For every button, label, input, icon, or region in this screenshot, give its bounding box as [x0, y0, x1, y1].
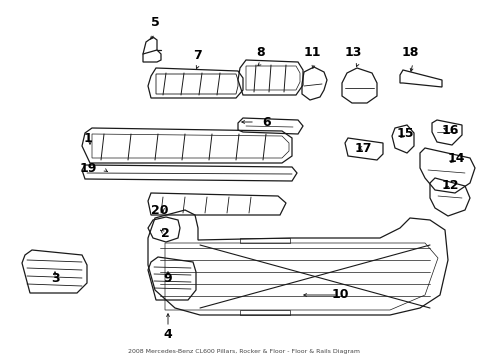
Text: 16: 16 — [440, 123, 458, 136]
Text: 12: 12 — [440, 179, 458, 192]
Text: 17: 17 — [353, 141, 371, 154]
Text: 2: 2 — [160, 226, 169, 239]
Text: 1: 1 — [83, 131, 92, 144]
Text: 15: 15 — [395, 126, 413, 140]
Text: 19: 19 — [79, 162, 97, 175]
Text: 14: 14 — [447, 152, 464, 165]
Text: 10: 10 — [330, 288, 348, 302]
Text: 9: 9 — [163, 271, 172, 284]
Text: 11: 11 — [303, 45, 320, 59]
Text: 2008 Mercedes-Benz CL600 Pillars, Rocker & Floor - Floor & Rails Diagram: 2008 Mercedes-Benz CL600 Pillars, Rocker… — [128, 350, 360, 355]
Text: 20: 20 — [151, 203, 168, 216]
Text: 4: 4 — [163, 328, 172, 342]
Text: 7: 7 — [193, 49, 202, 62]
Text: 8: 8 — [256, 45, 265, 59]
Text: 5: 5 — [150, 15, 159, 28]
Text: 18: 18 — [401, 45, 418, 59]
Text: 6: 6 — [262, 116, 271, 129]
Text: 3: 3 — [51, 271, 59, 284]
Text: 13: 13 — [344, 45, 361, 59]
